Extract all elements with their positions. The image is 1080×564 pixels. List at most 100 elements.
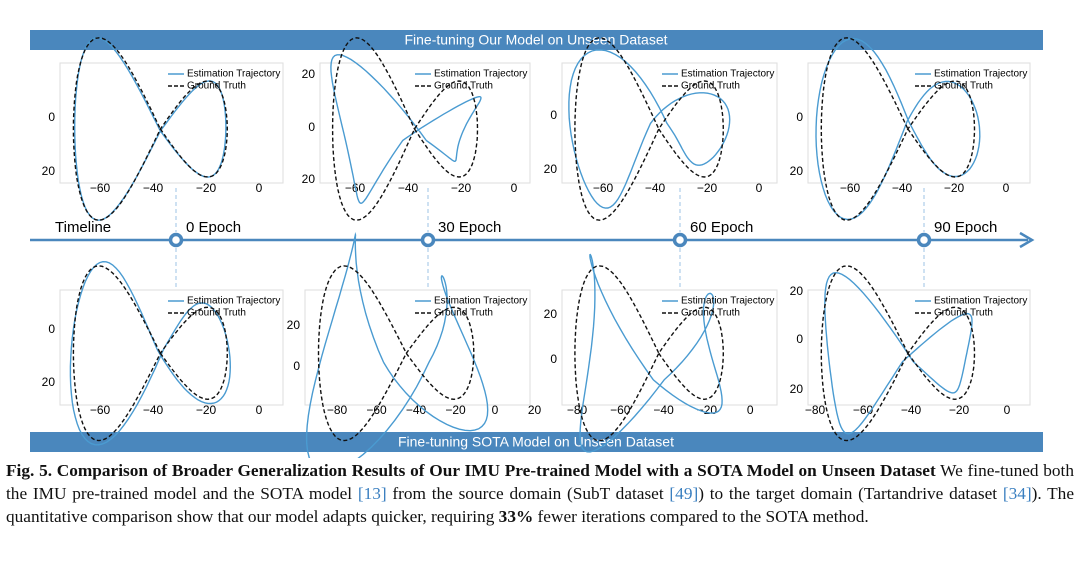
x-tick-label: −40: [645, 181, 666, 195]
plot-frame: [561, 289, 778, 406]
legend-label: Estimation Trajectory: [434, 296, 527, 307]
y-tick-label: 20: [790, 164, 804, 178]
legend-label: Ground Truth: [187, 81, 246, 92]
ground-truth: [574, 265, 725, 442]
legend-label: Ground Truth: [681, 81, 740, 92]
timeline-label: Timeline: [55, 219, 111, 236]
x-tick-label: −60: [90, 181, 111, 195]
ground-truth: [820, 265, 976, 442]
plot-frame: [59, 289, 284, 406]
legend-label: Ground Truth: [934, 308, 993, 319]
x-tick-label: −40: [653, 403, 674, 417]
x-tick-label: −40: [143, 403, 164, 417]
estimation-trajectory: [330, 54, 482, 204]
estimation-trajectory: [73, 37, 227, 221]
x-tick-label: −40: [901, 403, 922, 417]
caption-title: Fig. 5. Comparison of Broader Generaliza…: [6, 461, 936, 480]
legend-label: Estimation Trajectory: [681, 296, 774, 307]
caption-text: fewer iterations compared to the SOTA me…: [533, 507, 869, 526]
estimation-trajectory: [305, 231, 489, 458]
ground-truth: [317, 265, 475, 442]
ground-truth: [331, 37, 479, 221]
x-tick-label: −80: [805, 403, 826, 417]
x-tick-label: −20: [196, 181, 217, 195]
legend-label: Ground Truth: [187, 308, 246, 319]
plot-frame: [59, 62, 284, 184]
epoch-marker: [168, 232, 184, 248]
epoch-marker: [916, 232, 932, 248]
epoch-label: 90 Epoch: [934, 219, 997, 236]
x-tick-label: −60: [593, 181, 614, 195]
y-tick-label: 20: [42, 164, 56, 178]
figure: Fine-tuning Our Model on Unseen Dataset …: [30, 30, 1043, 458]
legend-label: Estimation Trajectory: [187, 69, 280, 80]
timeline-arrow: [1019, 231, 1035, 249]
x-tick-label: −20: [944, 181, 965, 195]
y-tick-label: 0: [308, 120, 315, 134]
epoch-marker: [672, 232, 688, 248]
ground-truth: [820, 37, 976, 221]
x-tick-label: −60: [366, 403, 387, 417]
caption-text: from the source domain (SubT dataset: [386, 484, 670, 503]
plot-frame: [319, 62, 531, 184]
estimation-trajectory: [579, 253, 723, 453]
citation[interactable]: [49]: [669, 484, 699, 503]
estimation-trajectory: [815, 37, 981, 221]
x-tick-label: −20: [451, 181, 472, 195]
legend-label: Ground Truth: [934, 81, 993, 92]
x-tick-label: −60: [840, 181, 861, 195]
x-tick-label: 0: [756, 181, 763, 195]
x-tick-label: −40: [398, 181, 419, 195]
caption-text: We fine-tuned both the IMU pre-trained m…: [6, 461, 1074, 503]
legend-label: Ground Truth: [681, 308, 740, 319]
y-tick-label: 0: [550, 108, 557, 122]
y-tick-label: 20: [302, 172, 316, 186]
x-tick-label: 0: [1004, 403, 1011, 417]
y-tick-label: 0: [796, 110, 803, 124]
estimation-trajectory: [824, 271, 973, 435]
legend-label: Ground Truth: [434, 308, 493, 319]
y-tick-label: 20: [790, 284, 804, 298]
x-tick-label: 0: [747, 403, 754, 417]
y-tick-label: 0: [796, 332, 803, 346]
x-tick-label: −20: [196, 403, 217, 417]
x-tick-label: −40: [143, 181, 164, 195]
bottom-banner-text: Fine-tuning SOTA Model on Unseen Dataset: [398, 434, 674, 450]
top-banner: [30, 30, 1043, 50]
y-tick-label: 0: [550, 352, 557, 366]
x-tick-label: −80: [327, 403, 348, 417]
y-tick-label: 0: [48, 110, 55, 124]
x-tick-label: −60: [610, 403, 631, 417]
epoch-marker: [420, 232, 436, 248]
legend-label: Estimation Trajectory: [187, 296, 280, 307]
citation[interactable]: [34]: [1002, 484, 1032, 503]
legend-label: Estimation Trajectory: [434, 69, 527, 80]
x-tick-label: −20: [949, 403, 970, 417]
y-tick-label: 20: [42, 375, 56, 389]
x-tick-label: 0: [1003, 181, 1010, 195]
x-tick-label: −80: [567, 403, 588, 417]
epoch-label: 60 Epoch: [690, 219, 753, 236]
plot-frame: [561, 62, 778, 184]
caption: Fig. 5. Comparison of Broader Generaliza…: [6, 459, 1074, 528]
estimation-trajectory: [568, 49, 731, 209]
y-tick-label: 20: [287, 318, 301, 332]
epoch-label: 30 Epoch: [438, 219, 501, 236]
ground-truth: [72, 265, 229, 442]
caption-bold: 33%: [498, 507, 534, 526]
caption-text: ). The quantitative comparison show that…: [6, 484, 1074, 526]
legend-label: Ground Truth: [434, 81, 493, 92]
bottom-banner: [30, 432, 1043, 452]
x-tick-label: 0: [256, 181, 263, 195]
ground-truth: [574, 37, 725, 221]
estimation-trajectory: [69, 260, 232, 446]
y-tick-label: 0: [48, 322, 55, 336]
citation[interactable]: [13]: [357, 484, 387, 503]
y-tick-label: 0: [293, 359, 300, 373]
y-tick-label: 20: [544, 307, 558, 321]
y-tick-label: 20: [790, 382, 804, 396]
x-tick-label: 0: [511, 181, 518, 195]
x-tick-label: −20: [697, 181, 718, 195]
x-tick-label: 20: [528, 403, 542, 417]
